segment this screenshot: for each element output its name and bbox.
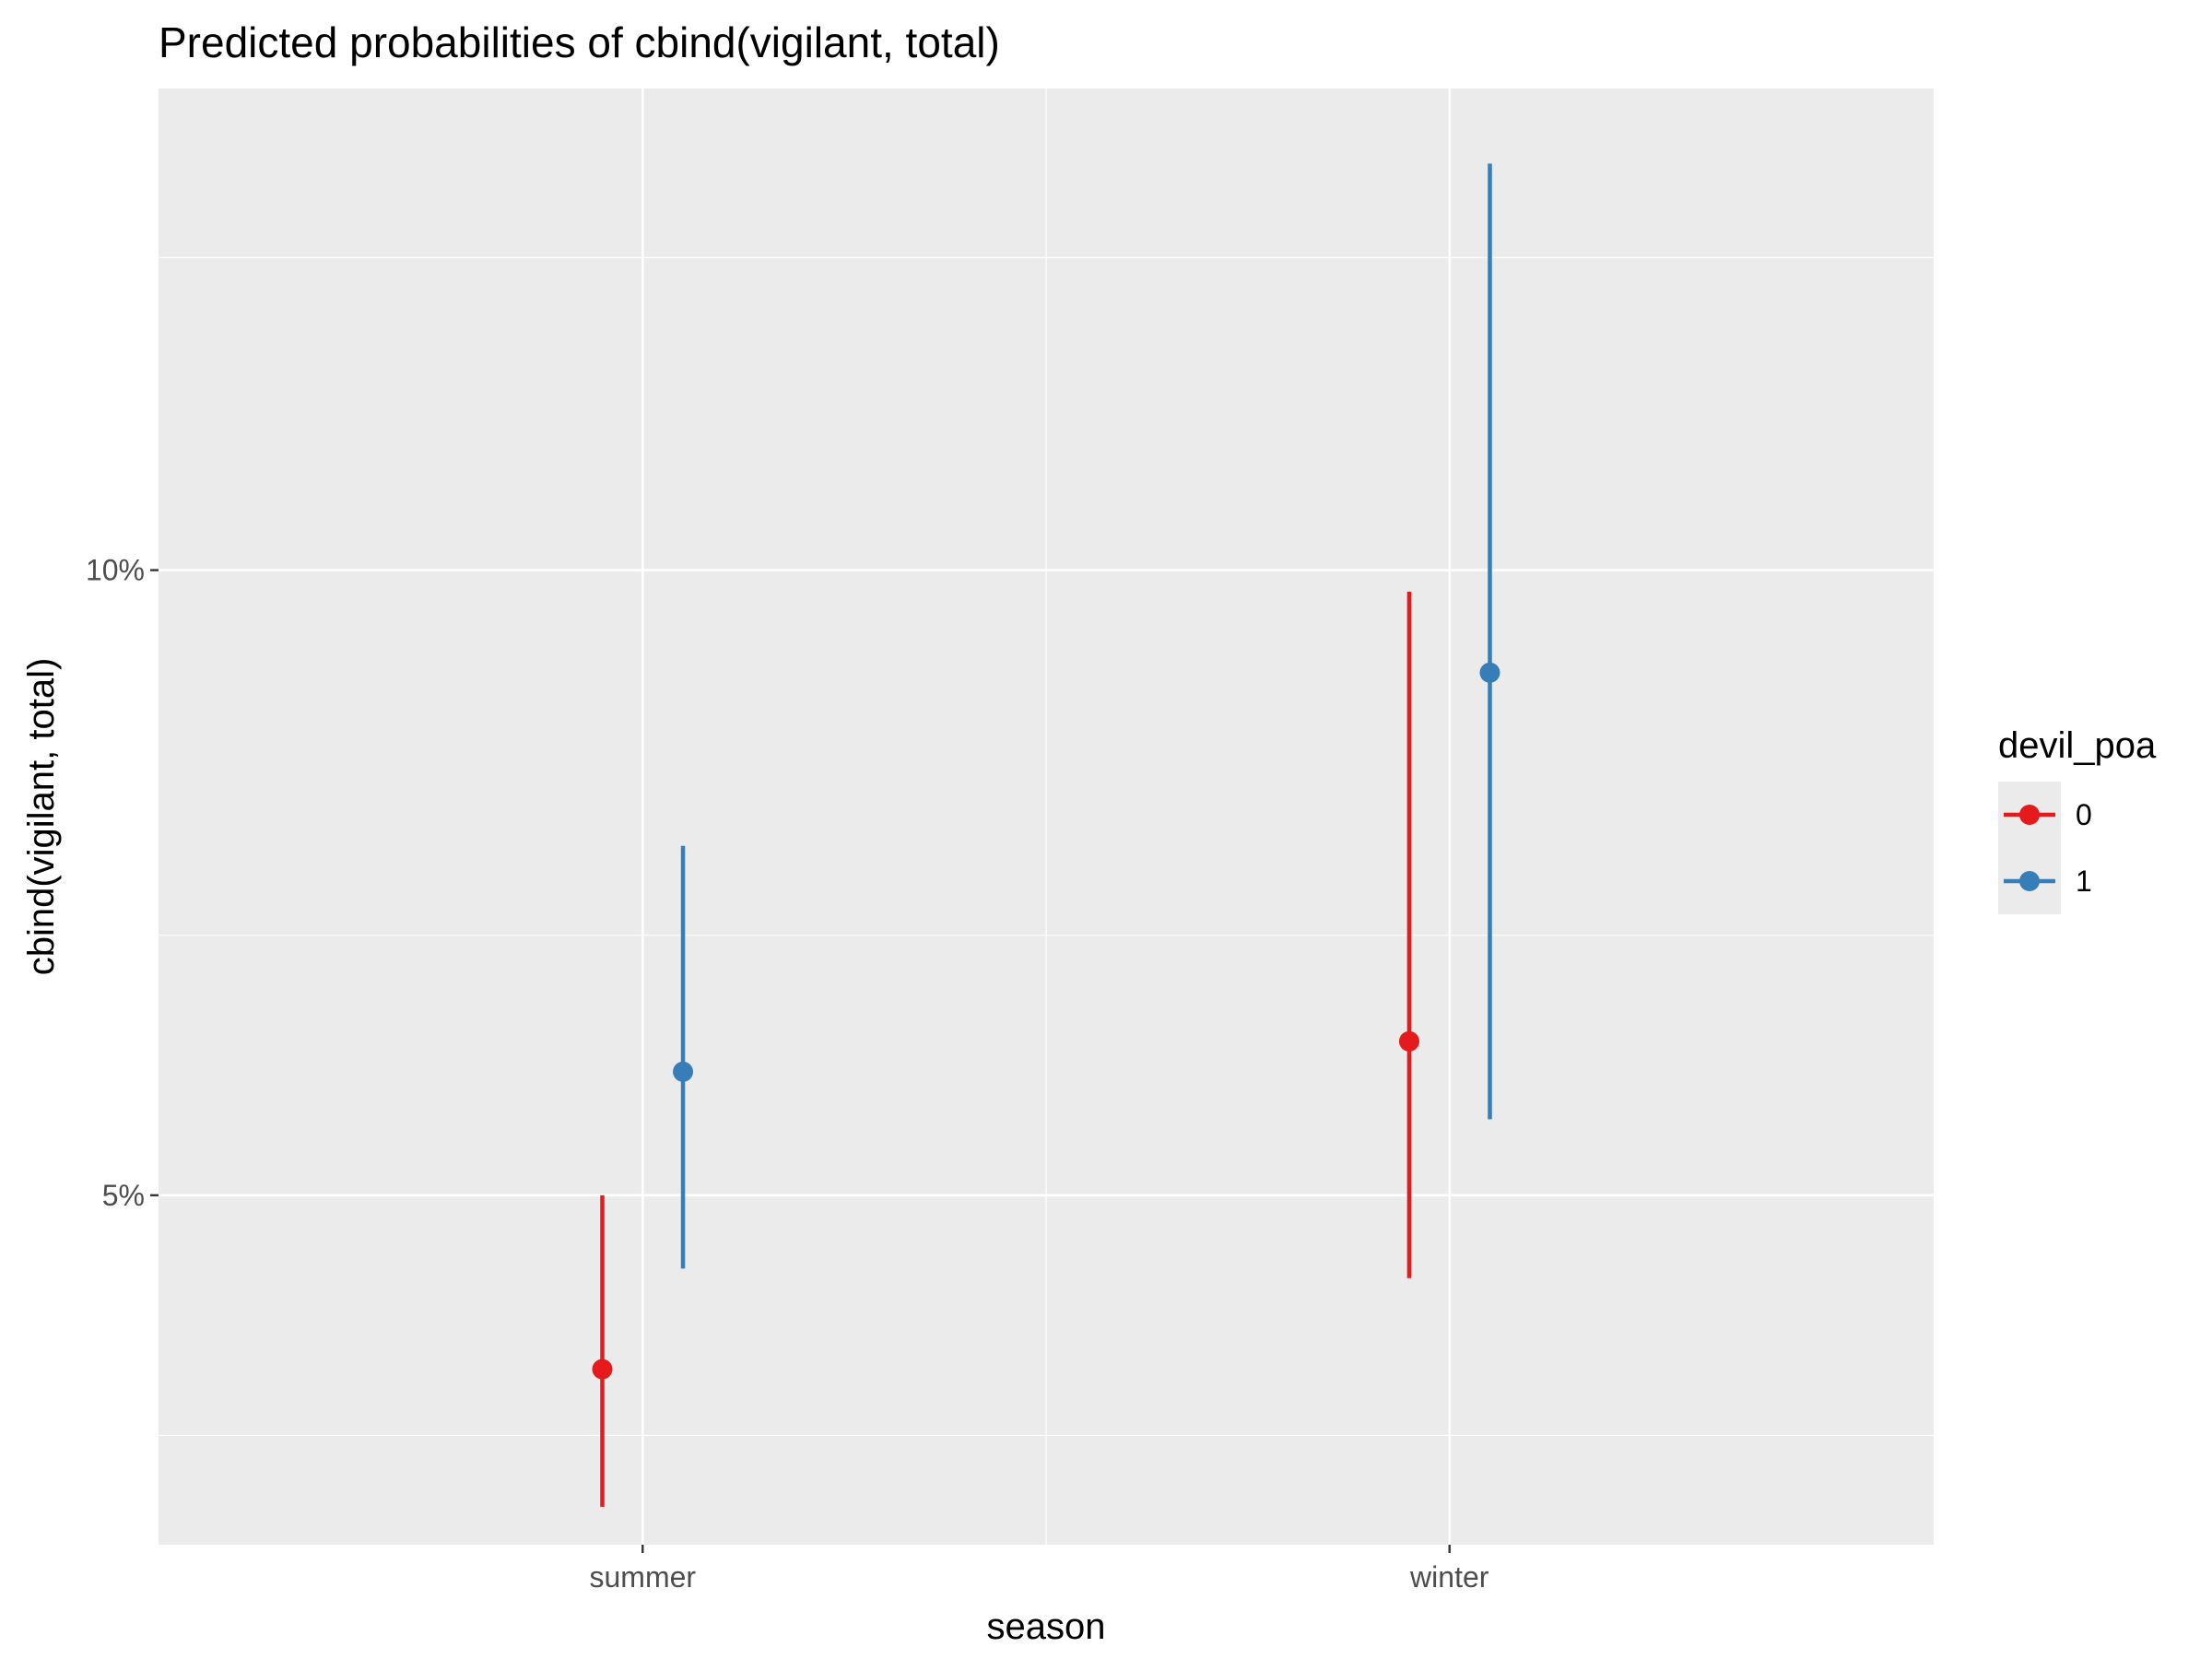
- data-point: [1398, 1030, 1419, 1052]
- x-tick-label: summer: [589, 1560, 696, 1594]
- data-layer: [592, 163, 1500, 1507]
- legend-key-background: [1998, 782, 2061, 914]
- legend-title: devil_poa: [1998, 725, 2157, 766]
- legend: devil_poa 0 1: [1998, 725, 2157, 914]
- x-tick-label: winter: [1409, 1560, 1489, 1594]
- y-tick-label: 5%: [102, 1179, 145, 1212]
- data-point: [673, 1061, 694, 1082]
- legend-label: 1: [2076, 865, 2092, 898]
- chart-title: Predicted probabilities of cbind(vigilan…: [159, 18, 1000, 66]
- legend-label: 0: [2076, 798, 2092, 831]
- legend-key-point: [2019, 805, 2040, 825]
- data-point: [1479, 662, 1500, 683]
- x-axis-title: season: [987, 1606, 1106, 1647]
- axis-layer: 5% 10% summer winter: [86, 554, 1489, 1594]
- legend-key-point: [2019, 871, 2040, 891]
- grid-layer: [159, 88, 1934, 1545]
- y-tick-label: 10%: [86, 554, 145, 587]
- data-point: [592, 1359, 613, 1380]
- y-axis-title: cbind(vigilant, total): [21, 658, 62, 976]
